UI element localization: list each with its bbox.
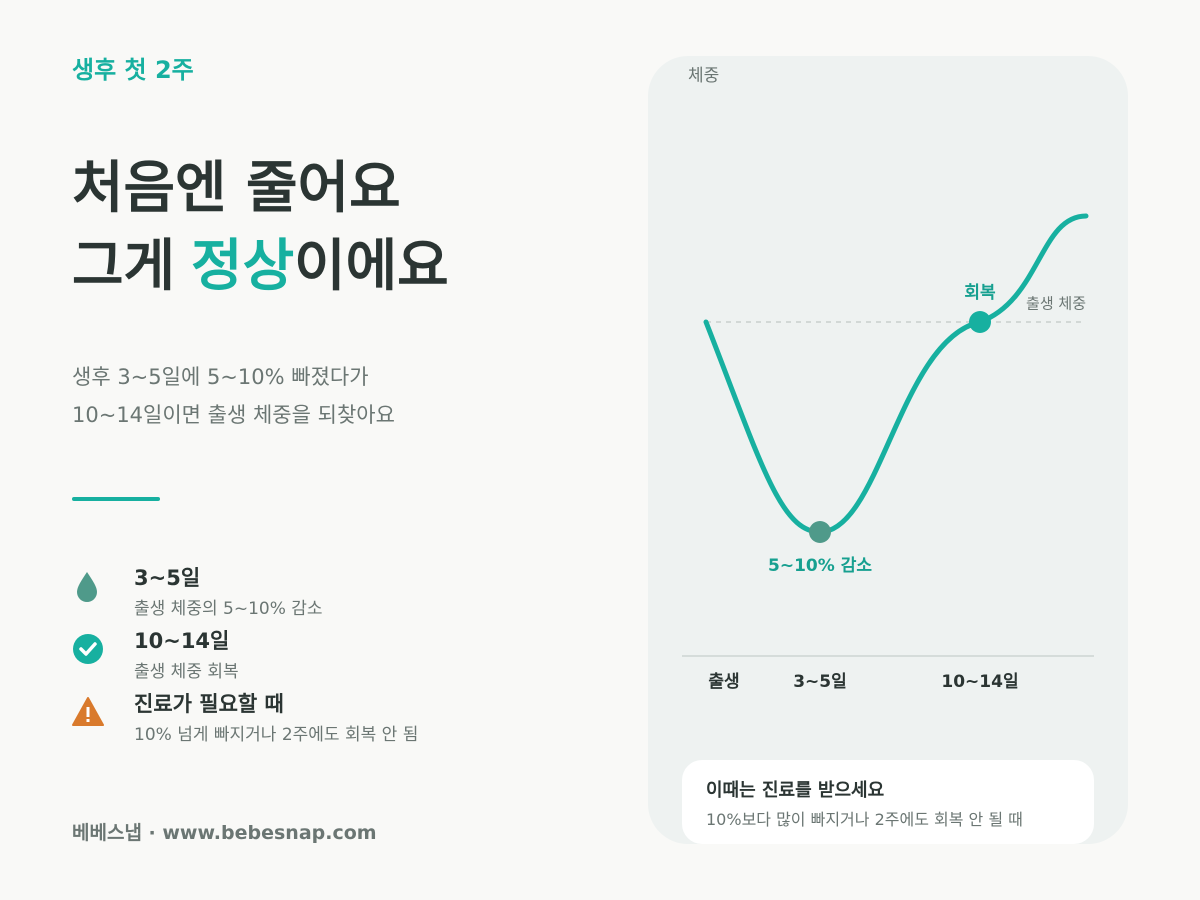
item-title: 10~14일 [134, 629, 230, 653]
y-label: 체중 [688, 66, 719, 86]
warning-icon [72, 697, 104, 726]
chart-card [648, 56, 1128, 844]
notice-title: 이때는 진료를 받으세요 [706, 780, 885, 801]
notice-text: 10%보다 많이 빠지거나 2주에도 회복 안 될 때 [706, 810, 1023, 829]
headline-line: 처음엔 줄어요 [72, 156, 401, 221]
notice-box: 이때는 진료를 받으세요 10%보다 많이 빠지거나 2주에도 회복 안 될 때 [682, 760, 1094, 844]
drop-icon [77, 572, 97, 602]
baseline-label: 출생 체중 [1026, 295, 1086, 313]
recovery-label: 회복 [964, 283, 996, 303]
headline-text: 그게 [72, 234, 176, 299]
dip-point [809, 521, 831, 543]
check-icon [73, 634, 103, 664]
item-title: 진료가 필요할 때 [134, 692, 284, 716]
weight-curve [703, 213, 1089, 535]
x-label: 출생 [708, 672, 739, 692]
item-text: 출생 체중 회복 [134, 662, 239, 682]
item-title: 3~5일 [134, 566, 201, 590]
description-line: 생후 3~5일에 5~10% 빠졌다가 [72, 365, 369, 389]
item-text: 출생 체중의 5~10% 감소 [134, 599, 323, 619]
info-item: 진료가 필요할 때 10% 넘게 빠지거나 2주에도 회복 안 됨 [72, 688, 572, 748]
description: 생후 3~5일에 5~10% 빠졌다가 10~14일이면 출생 체중을 되찾아요 [72, 358, 395, 434]
headline-text: 이에요 [294, 234, 449, 299]
headline: 처음엔 줄어요 그게 정상이에요 [72, 150, 449, 306]
x-label: 10~14일 [941, 672, 1018, 692]
headline-line: 그게 정상이에요 [72, 228, 449, 306]
eyebrow: 생후 첫 2주 [72, 56, 194, 84]
info-item: 3~5일 출생 체중의 5~10% 감소 [72, 562, 572, 622]
x-label: 3~5일 [793, 672, 847, 692]
headline-highlight: 정상 [191, 234, 295, 299]
info-item: 10~14일 출생 체중 회복 [72, 625, 572, 685]
description-line: 10~14일이면 출생 체중을 되찾아요 [72, 403, 395, 427]
footer: 베베스냅 · www.bebesnap.com [72, 822, 377, 844]
recovery-point [969, 311, 991, 333]
divider [72, 497, 160, 501]
item-text: 10% 넘게 빠지거나 2주에도 회복 안 됨 [134, 725, 419, 745]
dip-label: 5~10% 감소 [768, 556, 872, 576]
